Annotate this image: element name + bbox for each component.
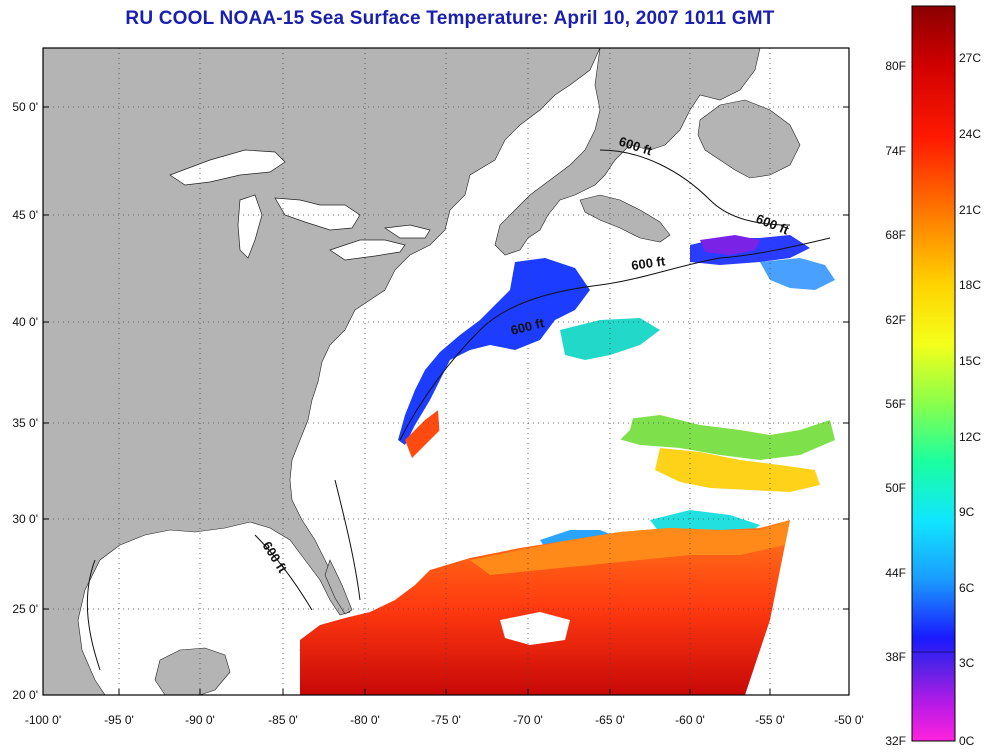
colorbar-fahrenheit-labels: 80F 74F 68F 62F 56F 50F 44F 38F 32F xyxy=(885,59,906,748)
colorbar-c-label: 24C xyxy=(959,127,981,141)
land-florida-south xyxy=(324,559,353,615)
colorbar-f-label: 74F xyxy=(885,144,906,158)
sst-cool-patch xyxy=(760,258,835,290)
colorbar-c-label: 12C xyxy=(959,430,981,444)
land-north-america xyxy=(42,47,601,696)
lon-label: -75 0' xyxy=(431,713,461,727)
lat-label: 30 0' xyxy=(12,512,38,526)
lon-label: -50 0' xyxy=(834,713,864,727)
land-nova-scotia xyxy=(579,194,671,243)
colorbar-c-label: 21C xyxy=(959,203,981,217)
colorbar-f-label: 68F xyxy=(885,228,906,242)
colorbar-c-label: 18C xyxy=(959,278,981,292)
colorbar-f-label: 44F xyxy=(885,566,906,580)
lon-label: -70 0' xyxy=(513,713,543,727)
lon-label: -65 0' xyxy=(595,713,625,727)
depth-label: 600 ft xyxy=(630,253,666,273)
lon-label: -100 0' xyxy=(25,713,61,727)
sst-orange-band xyxy=(470,520,790,575)
lon-label: -95 0' xyxy=(104,713,134,727)
colorbar xyxy=(911,5,956,742)
colorbar-f-label: 32F xyxy=(885,734,906,748)
colorbar-c-label: 0C xyxy=(959,734,975,748)
map-title: RU COOL NOAA-15 Sea Surface Temperature:… xyxy=(125,8,775,29)
latitude-labels: 50 0' 45 0' 40 0' 35 0' 30 0' 25 0' 20 0… xyxy=(12,100,38,702)
colorbar-c-label: 6C xyxy=(959,581,975,595)
lat-label: 25 0' xyxy=(12,602,38,616)
cloud-cover-2 xyxy=(500,612,570,645)
land-yucatan xyxy=(154,647,231,696)
colorbar-f-label: 56F xyxy=(885,397,906,411)
sst-yellow-band xyxy=(655,448,820,492)
lon-label: -55 0' xyxy=(755,713,785,727)
lat-label: 45 0' xyxy=(12,208,38,222)
lon-label: -80 0' xyxy=(350,713,380,727)
sst-green-band xyxy=(615,415,835,460)
lat-label: 40 0' xyxy=(12,315,38,329)
longitude-labels: -100 0' -95 0' -90 0' -85 0' -80 0' -75 … xyxy=(25,713,864,727)
sst-mid-band xyxy=(560,318,660,360)
land-newfoundland xyxy=(697,99,801,179)
lat-label: 50 0' xyxy=(12,100,38,114)
lon-label: -85 0' xyxy=(268,713,298,727)
colorbar-f-label: 80F xyxy=(885,59,906,73)
colorbar-c-label: 9C xyxy=(959,505,975,519)
colorbar-f-label: 50F xyxy=(885,481,906,495)
colorbar-c-label: 3C xyxy=(959,656,975,670)
lon-label: -90 0' xyxy=(185,713,215,727)
sst-warm-south xyxy=(300,520,790,695)
colorbar-f-label: 38F xyxy=(885,650,906,664)
sst-cold-shelf xyxy=(398,258,590,445)
lon-label: -60 0' xyxy=(675,713,705,727)
sst-purple-patch xyxy=(700,235,760,255)
axis-ticks xyxy=(42,106,850,695)
colorbar-c-label: 15C xyxy=(959,354,981,368)
great-lakes xyxy=(169,149,431,261)
lat-label: 35 0' xyxy=(12,416,38,430)
colorbar-f-label: 62F xyxy=(885,313,906,327)
cloud-cover-1 xyxy=(438,355,640,495)
depth-contour xyxy=(86,149,831,671)
colorbar-c-label: 27C xyxy=(959,51,981,65)
land-maritimes xyxy=(494,47,761,256)
colorbar-celsius-labels: 27C 24C 21C 18C 15C 12C 9C 6C 3C 0C xyxy=(959,51,981,748)
lat-label: 20 0' xyxy=(12,688,38,702)
cloud-cover-3 xyxy=(655,320,830,400)
